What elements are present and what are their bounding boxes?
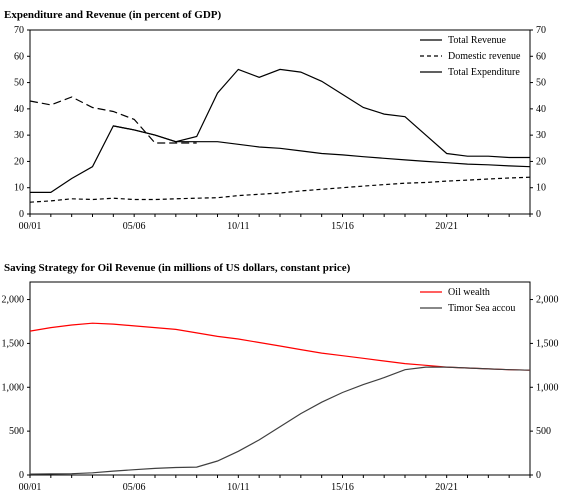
y-tick-label-left: 0 [19, 209, 24, 220]
y-tick-label-right: 70 [536, 25, 546, 36]
series-line-total-expenditure-solid [113, 125, 531, 168]
y-tick-label-left: 10 [14, 183, 24, 194]
legend-label: Domestic revenue [448, 51, 521, 62]
y-tick-label-right: 20 [536, 156, 546, 167]
legend-label: Timor Sea accou [448, 303, 515, 314]
x-tick-label: 05/06 [123, 482, 146, 493]
chart1-legend: Total Revenue Domestic revenue Total Expen… [420, 35, 521, 78]
chart1-x-axis: 00/01 05/06 10/11 15/16 20/21 [19, 214, 531, 232]
x-tick-label: 10/11 [227, 482, 249, 493]
saving-strategy-chart: Saving Strategy for Oil Revenue (in mill… [2, 262, 559, 493]
y-tick-label-right: 0 [536, 470, 541, 481]
series-line-total-revenue [30, 68, 530, 193]
chart1-right-y-axis: 0 10 20 30 40 50 60 70 [530, 25, 546, 220]
y-tick-label-right: 40 [536, 104, 546, 115]
series-line-total-expenditure [29, 96, 197, 144]
y-tick-label-right: 1,500 [536, 338, 559, 349]
y-tick-label-right: 0 [536, 209, 541, 220]
series-line-domestic-revenue [29, 176, 531, 203]
y-tick-label-left: 1,000 [2, 382, 25, 393]
chart1-left-y-axis: 0 10 20 30 40 50 60 70 [14, 25, 30, 220]
y-tick-label-left: 2,000 [2, 295, 25, 306]
chart2-right-y-axis: 0 500 1,000 1,500 2,000 [530, 295, 559, 481]
x-tick-label: 05/06 [123, 221, 146, 232]
chart2-title: Saving Strategy for Oil Revenue (in mill… [4, 262, 351, 274]
legend-label: Total Revenue [448, 35, 506, 46]
chart2-x-axis: 00/01 05/06 10/11 15/16 20/21 [19, 475, 531, 493]
y-tick-label-left: 500 [9, 426, 24, 437]
chart1-series [29, 68, 531, 203]
y-tick-label-right: 60 [536, 51, 546, 62]
y-tick-label-left: 0 [19, 470, 24, 481]
y-tick-label-right: 10 [536, 183, 546, 194]
y-tick-label-right: 2,000 [536, 295, 559, 306]
x-tick-label: 15/16 [331, 482, 354, 493]
x-tick-label: 20/21 [435, 482, 458, 493]
y-tick-label-left: 60 [14, 51, 24, 62]
x-tick-label: 00/01 [19, 221, 42, 232]
y-tick-label-left: 40 [14, 104, 24, 115]
y-tick-label-left: 50 [14, 78, 24, 89]
series-line-oil-wealth [29, 322, 531, 371]
chart2-left-y-axis: 0 500 1,000 1,500 2,000 [2, 295, 30, 481]
y-tick-label-right: 30 [536, 130, 546, 141]
y-tick-label-right: 1,000 [536, 382, 559, 393]
series-line-timor-sea-accou [29, 366, 531, 475]
legend-label: Total Expenditure [448, 67, 520, 78]
x-tick-label: 10/11 [227, 221, 249, 232]
y-tick-label-left: 30 [14, 130, 24, 141]
y-tick-label-right: 500 [536, 426, 551, 437]
expenditure-revenue-chart: Expenditure and Revenue (in percent of G… [4, 9, 546, 232]
legend-label: Oil wealth [448, 287, 490, 298]
y-tick-label-left: 20 [14, 156, 24, 167]
chart1-title: Expenditure and Revenue (in percent of G… [4, 9, 221, 21]
x-tick-label: 15/16 [331, 221, 354, 232]
y-tick-label-left: 1,500 [2, 338, 25, 349]
x-tick-label: 00/01 [19, 482, 42, 493]
chart2-legend: Oil wealth Timor Sea accou [420, 287, 515, 314]
x-tick-label: 20/21 [435, 221, 458, 232]
y-tick-label-left: 70 [14, 25, 24, 36]
y-tick-label-right: 50 [536, 78, 546, 89]
chart2-series [29, 322, 531, 475]
